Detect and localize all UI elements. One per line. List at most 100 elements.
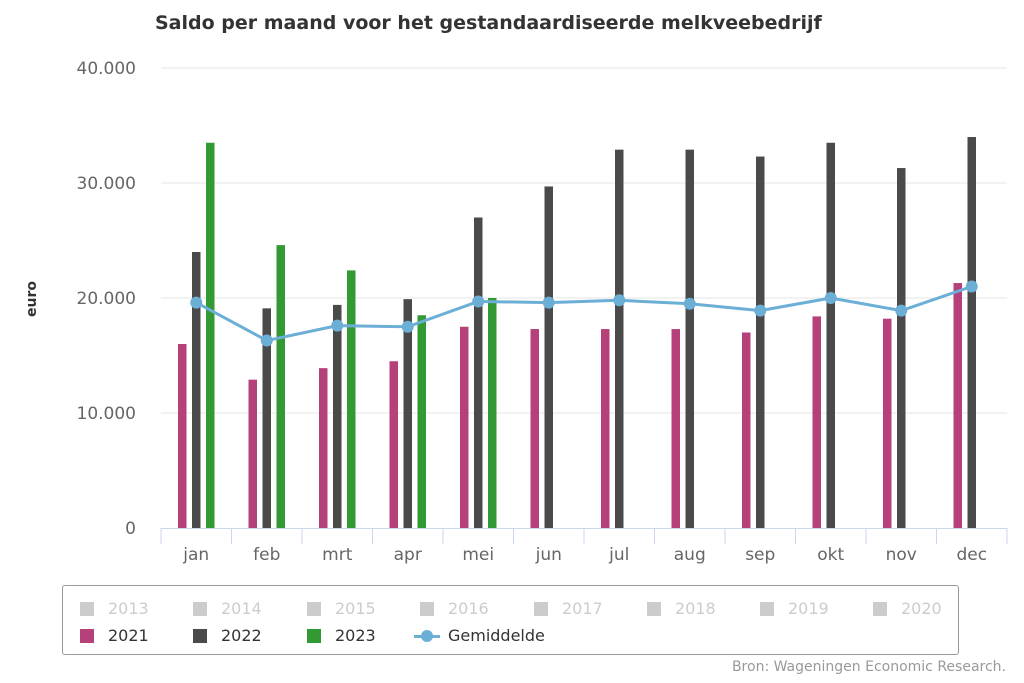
average-point-jul [613, 294, 626, 307]
y-tick-label: 20.000 [77, 289, 136, 309]
legend-item-2017[interactable]: 2017 [534, 599, 603, 618]
average-point-aug [683, 297, 696, 310]
average-point-jan [190, 296, 203, 309]
x-tick-label: dec [956, 545, 987, 565]
bar-2021-nov [883, 318, 892, 528]
average-point-jun [542, 296, 555, 309]
bar-2021-aug [671, 329, 680, 528]
bar-2023-apr [417, 315, 426, 528]
bar-2022-nov [897, 168, 906, 529]
chart-title: Saldo per maand voor het gestandaardisee… [155, 12, 822, 34]
average-line-series [190, 280, 978, 347]
average-point-mei [472, 295, 485, 308]
legend-swatch-icon [307, 628, 321, 643]
legend-item-2018[interactable]: 2018 [647, 599, 716, 618]
bar-2022-feb [262, 308, 271, 528]
legend-swatch-icon [873, 601, 887, 616]
bar-2021-sep [742, 332, 751, 528]
legend-label: 2020 [901, 599, 942, 618]
bar-2022-okt [826, 142, 835, 528]
bar-2021-mei [460, 326, 469, 528]
legend-item-2013[interactable]: 2013 [80, 599, 149, 618]
legend-label: 2021 [108, 626, 149, 645]
legend-label: 2015 [335, 599, 376, 618]
x-tick-label: jun [535, 545, 562, 565]
x-tick-label: jul [608, 545, 629, 565]
legend-item-gemiddelde[interactable]: Gemiddelde [414, 626, 545, 645]
average-point-dec [965, 280, 978, 293]
bar-2023-feb [276, 245, 285, 528]
legend-item-2015[interactable]: 2015 [307, 599, 376, 618]
bar-2023-jan [206, 142, 215, 528]
bar-2022-aug [685, 149, 694, 528]
x-tick-label: okt [817, 545, 844, 565]
legend-item-2020[interactable]: 2020 [873, 599, 942, 618]
source-credit: Bron: Wageningen Economic Research. [731, 659, 1006, 675]
bar-2021-apr [389, 361, 398, 528]
bar-2021-jan [178, 344, 187, 528]
bar-2021-jul [601, 329, 610, 528]
y-axis-label: euro [24, 281, 40, 317]
average-point-feb [260, 334, 273, 347]
legend-swatch-icon [647, 601, 661, 616]
y-tick-label: 30.000 [77, 174, 136, 194]
legend-item-2022[interactable]: 2022 [193, 626, 262, 645]
bar-2022-dec [967, 137, 976, 528]
legend-swatch-icon [80, 601, 94, 616]
grid-lines [161, 67, 1007, 414]
bar-2021-jun [530, 329, 539, 528]
x-tick-label: mrt [322, 545, 353, 565]
x-tick-label: aug [674, 545, 706, 565]
legend-label: 2023 [335, 626, 376, 645]
bar-2022-sep [756, 156, 765, 529]
y-tick-label: 40.000 [77, 59, 136, 79]
legend-swatch-icon [307, 601, 321, 616]
average-point-apr [401, 320, 414, 333]
legend-label: 2018 [675, 599, 716, 618]
bar-2023-mei [488, 298, 497, 528]
legend-item-2016[interactable]: 2016 [420, 599, 489, 618]
average-point-mrt [331, 319, 344, 332]
y-tick-label: 10.000 [77, 404, 136, 424]
legend-item-2014[interactable]: 2014 [193, 599, 262, 618]
legend: 2013 2014 2015 2016 2017 2018 2019 2020 2021 2022… [62, 585, 959, 655]
legend-label: 2017 [562, 599, 603, 618]
legend-item-2023[interactable]: 2023 [307, 626, 376, 645]
legend-swatch-icon [534, 601, 548, 616]
x-tick-label: apr [394, 545, 422, 565]
bar-2022-jun [544, 186, 553, 528]
average-point-sep [754, 304, 767, 317]
legend-swatch-icon [193, 628, 207, 643]
bar-2022-mei [474, 217, 483, 528]
y-tick-label: 0 [125, 519, 136, 539]
average-point-okt [824, 292, 837, 304]
legend-line-marker-icon [414, 629, 440, 643]
legend-label: 2014 [221, 599, 262, 618]
bar-2021-dec [953, 283, 962, 528]
x-axis: jan feb mrt apr mei jun jul aug sep okt nov dec [160, 528, 1008, 565]
y-axis-ticks: 0 10.000 20.000 30.000 40.000 [77, 59, 136, 539]
x-tick-label: nov [886, 545, 917, 565]
legend-item-2021[interactable]: 2021 [80, 626, 149, 645]
legend-swatch-icon [420, 601, 434, 616]
bar-2021-mrt [319, 368, 328, 528]
legend-label: Gemiddelde [448, 626, 545, 645]
x-tick-label: feb [253, 545, 280, 565]
x-tick-label: mei [462, 545, 494, 565]
x-tick-label: sep [745, 545, 775, 565]
bar-2022-jul [615, 149, 624, 528]
legend-label: 2022 [221, 626, 262, 645]
legend-swatch-icon [80, 628, 94, 643]
legend-label: 2013 [108, 599, 149, 618]
legend-swatch-icon [193, 601, 207, 616]
average-line [195, 285, 973, 343]
bar-2022-apr [403, 299, 412, 528]
legend-item-2019[interactable]: 2019 [760, 599, 829, 618]
bar-2021-okt [812, 316, 821, 528]
bar-series [178, 137, 976, 529]
x-tick-label: jan [182, 545, 209, 565]
bar-2023-mrt [347, 270, 356, 528]
legend-swatch-icon [760, 601, 774, 616]
legend-label: 2019 [788, 599, 829, 618]
